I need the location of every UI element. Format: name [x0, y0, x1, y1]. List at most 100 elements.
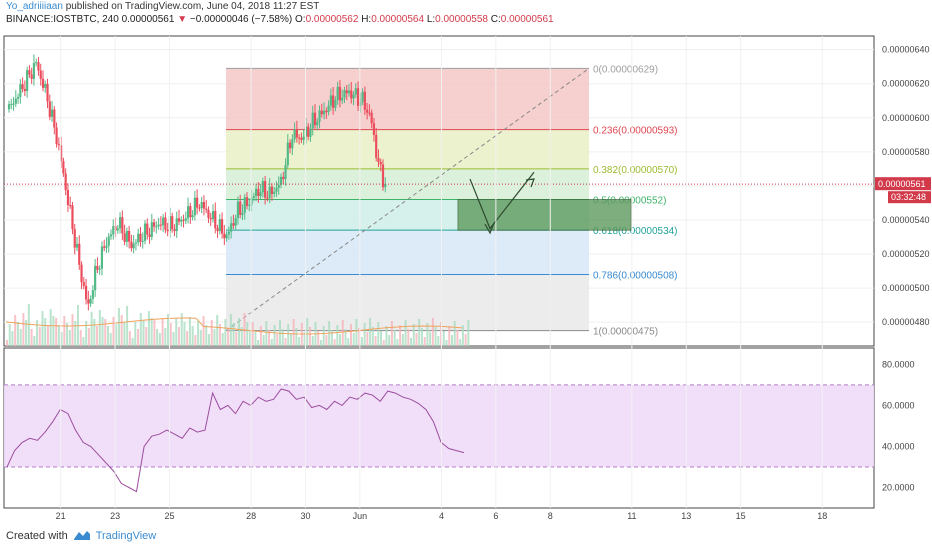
- candle-body: [189, 206, 192, 218]
- volume-bar: [153, 320, 156, 346]
- volume-bar: [235, 332, 238, 346]
- candle-body: [363, 91, 366, 110]
- fib-zone-0.236-0.382: [226, 129, 589, 169]
- volume-bar: [208, 334, 211, 346]
- volume-bar: [27, 304, 30, 346]
- volume-bar: [349, 324, 352, 346]
- candle-body: [98, 268, 101, 270]
- candle-body: [225, 234, 228, 239]
- candle-body: [105, 245, 108, 248]
- volume-ma-line: [5, 317, 463, 335]
- rsi-tick-label: 20.0000: [882, 482, 915, 492]
- volume-bar: [79, 330, 82, 346]
- volume-bar: [276, 334, 279, 346]
- volume-bar: [128, 331, 131, 346]
- volume-bar: [311, 336, 314, 346]
- author-link[interactable]: Yo_adriiiiaan: [6, 1, 63, 12]
- tradingview-brand[interactable]: TradingView: [95, 530, 157, 542]
- high-label: H:: [361, 14, 372, 25]
- volume-bar: [404, 320, 407, 346]
- candle-body: [336, 86, 339, 100]
- fib-label-0: 0(0.00000629): [593, 64, 658, 75]
- x-tick-label: 30: [300, 511, 310, 521]
- candle-body: [268, 186, 271, 198]
- arrow-head-up-icon: [525, 178, 535, 188]
- candle-body: [173, 229, 176, 232]
- x-tick-label: 18: [817, 511, 827, 521]
- candle-body: [180, 219, 183, 222]
- fib-zone-0.618-0.786: [226, 230, 589, 275]
- candle-body: [152, 222, 156, 227]
- candle-body: [107, 236, 110, 246]
- volume-bar: [82, 337, 85, 346]
- volume-bar: [202, 316, 205, 346]
- volume-bar: [98, 310, 101, 346]
- candle-body: [71, 205, 74, 230]
- volume-bar: [22, 313, 25, 346]
- candle-body: [248, 204, 251, 206]
- volume-bar: [74, 321, 77, 346]
- countdown-tag-label: 03:32:48: [891, 192, 926, 202]
- fib-label-0.382: 0.382(0.00000570): [593, 165, 678, 176]
- volume-bar: [246, 322, 249, 346]
- volume-bar: [390, 321, 393, 346]
- candle-body: [214, 211, 217, 229]
- volume-bar: [52, 316, 55, 346]
- volume-bar: [238, 318, 241, 346]
- candle-body: [350, 90, 353, 99]
- volume-bar: [341, 320, 344, 346]
- price-pane[interactable]: 0.00000640 0.00000620 0.00000600 0.00000580…: [3, 35, 931, 347]
- volume-bar: [137, 329, 140, 346]
- volume-bar: [199, 330, 202, 346]
- candle-body: [261, 181, 264, 193]
- candle-body: [309, 128, 312, 137]
- candle-body: [57, 144, 60, 146]
- x-tick-label: 6: [493, 511, 498, 521]
- candle-body: [141, 240, 144, 242]
- candle-body: [166, 229, 169, 232]
- volume-bar: [467, 320, 470, 346]
- candle-body: [239, 201, 242, 215]
- candle-body: [80, 264, 83, 283]
- candle-body: [143, 223, 147, 241]
- volume-bar: [300, 323, 303, 346]
- volume-bar: [450, 335, 453, 346]
- volume-bar: [147, 311, 150, 346]
- volume-bar: [303, 332, 306, 346]
- volume-bar: [336, 325, 339, 346]
- rsi-pane[interactable]: 80.0000 60.0000 40.0000 20.0000: [3, 347, 915, 509]
- x-tick-label: 23: [110, 511, 120, 521]
- candle-body: [91, 290, 94, 299]
- volume-bar: [120, 315, 123, 346]
- volume-bar: [112, 317, 115, 346]
- volume-bar: [265, 321, 268, 346]
- volume-bar: [63, 316, 66, 346]
- volume-bar: [437, 336, 440, 346]
- volume-bar: [158, 333, 161, 346]
- volume-bar: [248, 331, 251, 346]
- candle-body: [128, 230, 131, 242]
- candle-body: [227, 231, 230, 235]
- candle-body: [28, 70, 31, 75]
- volume-bar: [434, 327, 437, 346]
- volume-bar: [284, 338, 287, 346]
- candle-body: [245, 197, 249, 206]
- volume-bar: [60, 332, 63, 346]
- candle-body: [84, 285, 88, 300]
- volume-bar: [461, 325, 464, 346]
- down-arrow-icon: ▼: [177, 14, 188, 25]
- candle-body: [341, 97, 344, 101]
- volume-bar: [186, 331, 189, 346]
- chart-canvas[interactable]: 0.00000640 0.00000620 0.00000600 0.00000580…: [0, 0, 932, 528]
- volume-bar: [289, 333, 292, 346]
- candle-body: [118, 217, 122, 229]
- volume-bar: [369, 318, 372, 346]
- created-with-label: Created with: [6, 530, 68, 542]
- candle-body: [64, 173, 67, 191]
- volume-bar: [134, 322, 137, 346]
- candle-body: [209, 217, 212, 220]
- close-label: C:: [490, 14, 501, 25]
- fib-zone-0.786-1: [226, 274, 589, 331]
- candle-body: [103, 246, 106, 248]
- volume-bar: [6, 340, 8, 346]
